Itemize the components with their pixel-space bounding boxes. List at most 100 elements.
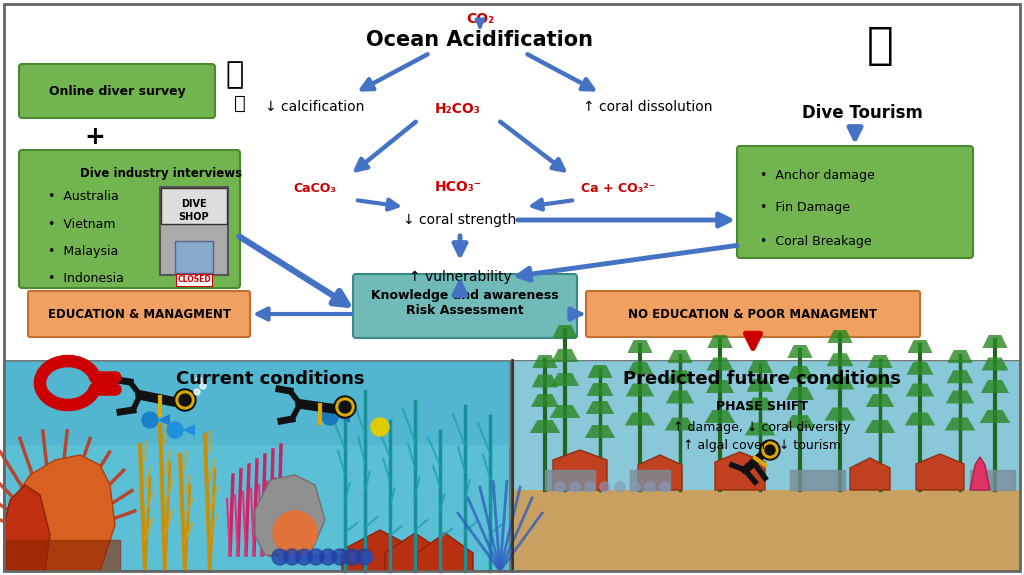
Circle shape	[179, 394, 191, 406]
Polygon shape	[705, 410, 735, 423]
Circle shape	[142, 412, 158, 428]
Polygon shape	[338, 411, 350, 423]
Text: •  Australia: • Australia	[48, 190, 119, 204]
Circle shape	[273, 511, 317, 555]
Polygon shape	[947, 350, 973, 363]
Polygon shape	[585, 425, 615, 438]
Polygon shape	[850, 458, 890, 490]
Polygon shape	[825, 377, 854, 389]
Polygon shape	[638, 455, 682, 490]
Text: Online diver survey: Online diver survey	[48, 85, 185, 98]
Text: CO₂: CO₂	[466, 12, 494, 26]
Circle shape	[362, 552, 373, 562]
Polygon shape	[531, 374, 558, 388]
Text: CaCO₃: CaCO₃	[294, 182, 337, 196]
Polygon shape	[530, 394, 559, 407]
Polygon shape	[627, 362, 653, 375]
Circle shape	[615, 482, 625, 492]
Circle shape	[630, 482, 640, 492]
Text: Current conditions: Current conditions	[176, 370, 365, 388]
Text: •  Anchor damage: • Anchor damage	[760, 168, 874, 182]
Polygon shape	[748, 360, 772, 373]
Circle shape	[645, 482, 655, 492]
Text: Ca + CO₃²⁻: Ca + CO₃²⁻	[581, 182, 655, 196]
Polygon shape	[827, 330, 853, 343]
Circle shape	[308, 549, 324, 565]
FancyBboxPatch shape	[19, 64, 215, 118]
Polygon shape	[628, 340, 652, 353]
Text: 🤿: 🤿	[234, 94, 246, 113]
Polygon shape	[587, 383, 613, 396]
Text: •  Vietnam: • Vietnam	[48, 217, 116, 231]
Polygon shape	[906, 362, 934, 375]
Polygon shape	[514, 361, 1020, 490]
Circle shape	[570, 482, 580, 492]
Polygon shape	[946, 390, 974, 404]
Polygon shape	[417, 533, 473, 571]
Polygon shape	[826, 353, 853, 366]
Polygon shape	[867, 355, 893, 368]
Polygon shape	[342, 530, 418, 571]
Circle shape	[279, 552, 289, 562]
Text: SHOP: SHOP	[178, 212, 209, 222]
Polygon shape	[588, 365, 612, 378]
Text: H₂CO₃: H₂CO₃	[435, 102, 481, 116]
Text: •  Fin Damage: • Fin Damage	[760, 201, 850, 214]
Polygon shape	[784, 415, 815, 428]
Text: CLOSED: CLOSED	[177, 275, 211, 285]
Text: Dive industry interviews: Dive industry interviews	[80, 167, 242, 179]
Text: ⛵: ⛵	[866, 24, 893, 67]
Text: ↑ damage, ↓ coral diversity: ↑ damage, ↓ coral diversity	[674, 420, 851, 434]
Polygon shape	[626, 384, 654, 397]
Text: DIVE: DIVE	[181, 199, 207, 209]
Circle shape	[176, 391, 194, 409]
FancyBboxPatch shape	[586, 291, 920, 337]
Polygon shape	[552, 349, 579, 362]
FancyBboxPatch shape	[161, 188, 227, 224]
Polygon shape	[529, 420, 560, 433]
Polygon shape	[665, 417, 695, 431]
Polygon shape	[708, 335, 732, 348]
Circle shape	[339, 552, 349, 562]
Text: PHASE SHIFT: PHASE SHIFT	[716, 401, 808, 413]
FancyBboxPatch shape	[514, 361, 1020, 571]
Polygon shape	[907, 340, 933, 353]
Text: ↑ coral dissolution: ↑ coral dissolution	[584, 100, 713, 114]
Polygon shape	[550, 405, 581, 418]
Circle shape	[272, 549, 288, 565]
Text: Ocean Acidification: Ocean Acidification	[367, 30, 594, 50]
Bar	[545, 470, 595, 490]
Text: HCO₃⁻: HCO₃⁻	[434, 180, 481, 194]
Polygon shape	[906, 384, 934, 397]
Circle shape	[322, 409, 338, 425]
Polygon shape	[865, 394, 894, 407]
Polygon shape	[586, 401, 614, 414]
Polygon shape	[945, 417, 975, 431]
Polygon shape	[183, 424, 195, 436]
Polygon shape	[4, 485, 50, 571]
Polygon shape	[532, 355, 558, 368]
Polygon shape	[746, 379, 773, 392]
Polygon shape	[970, 457, 990, 490]
Polygon shape	[904, 412, 935, 426]
Circle shape	[291, 552, 301, 562]
Polygon shape	[745, 397, 774, 411]
Polygon shape	[916, 454, 964, 490]
Circle shape	[371, 418, 389, 436]
Text: Predicted future conditions: Predicted future conditions	[623, 370, 901, 388]
FancyBboxPatch shape	[28, 291, 250, 337]
Circle shape	[194, 389, 200, 395]
Circle shape	[303, 552, 313, 562]
Polygon shape	[666, 390, 694, 404]
Text: ↑ algal cover , ↓ tourism: ↑ algal cover , ↓ tourism	[683, 439, 841, 451]
Circle shape	[585, 482, 595, 492]
Circle shape	[174, 389, 196, 411]
Circle shape	[319, 549, 336, 565]
Text: Knowledge and awareness
Risk Assessment: Knowledge and awareness Risk Assessment	[371, 289, 559, 317]
Circle shape	[555, 482, 565, 492]
Text: 🤿: 🤿	[226, 60, 244, 90]
Circle shape	[200, 383, 206, 389]
Bar	[970, 470, 1015, 490]
Text: Dive Tourism: Dive Tourism	[802, 104, 923, 122]
Circle shape	[765, 445, 775, 455]
